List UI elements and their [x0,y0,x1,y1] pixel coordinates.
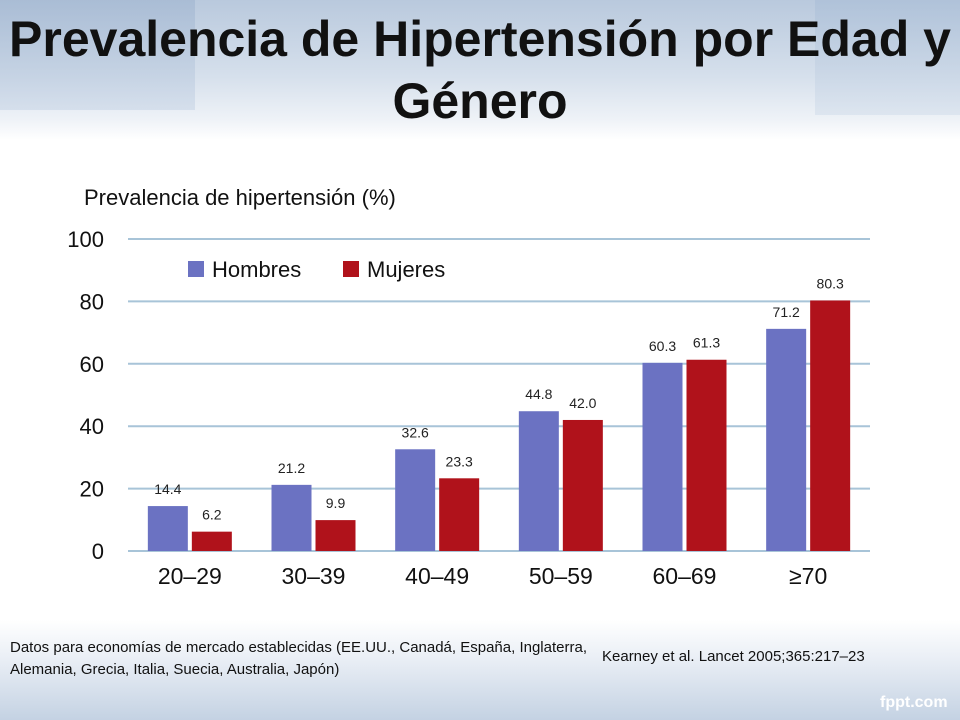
bar-mujeres-5 [810,300,851,551]
data-label-mujeres-1: 9.9 [326,495,346,511]
legend-swatch-mujeres [343,261,359,277]
data-label-hombres-5: 71.2 [773,304,800,320]
y-tick-label: 100 [67,227,104,252]
header-panel-left [0,0,195,110]
header-panel-right [815,0,960,115]
data-label-mujeres-4: 61.3 [693,335,720,351]
legend-label-mujeres: Mujeres [367,257,445,282]
data-label-hombres-2: 32.6 [402,424,429,440]
bar-mujeres-4 [686,359,727,551]
data-label-mujeres-2: 23.3 [446,453,473,469]
data-labels: 14.4 6.2 21.2 9.9 32.6 23.3 44.8 42.0 60.3 61.3 71… [154,275,844,522]
bar-hombres-2 [395,449,436,551]
x-tick-label-0: 20‒29 [158,563,222,589]
x-tick-labels: 20‒29 30‒39 40‒49 50‒59 60‒69 ≥70 [158,563,827,589]
bar-chart: Prevalencia de hipertensión (%) 0 20 40 60 8… [67,185,870,589]
x-tick-label-4: 60‒69 [653,563,717,589]
bar-mujeres-2 [439,478,480,551]
bars [147,300,851,551]
watermark: fppt.com [880,694,948,711]
grid-lines [128,238,870,552]
data-label-mujeres-3: 42.0 [569,395,596,411]
bar-hombres-0 [147,506,188,551]
y-tick-label: 20 [80,477,104,502]
y-tick-label: 40 [80,414,104,439]
bar-hombres-1 [271,484,312,551]
y-tick-labels: 0 20 40 60 80 100 [67,227,104,564]
footnote-citation: Kearney et al. Lancet 2005;365:217‒23 [602,648,865,665]
x-tick-label-1: 30‒39 [282,563,346,589]
data-label-hombres-4: 60.3 [649,338,676,354]
legend-label-hombres: Hombres [212,257,301,282]
bar-hombres-4 [642,362,683,551]
bar-mujeres-0 [191,531,232,551]
slide-title: Prevalencia de Hipertensión por Edad y G… [9,11,951,129]
y-tick-label: 80 [80,289,104,314]
data-label-mujeres-5: 80.3 [817,275,844,291]
y-tick-label: 0 [92,539,104,564]
bar-hombres-3 [518,411,559,551]
footnote-data-sources: Datos para economías de mercado establec… [10,639,587,678]
bar-mujeres-3 [562,419,603,551]
y-axis-title: Prevalencia de hipertensión (%) [84,185,396,210]
bar-mujeres-1 [315,520,356,551]
data-label-hombres-0: 14.4 [154,481,181,497]
legend-swatch-hombres [188,261,204,277]
legend-background [155,254,473,284]
legend: Hombres Mujeres [155,254,473,284]
data-label-mujeres-0: 6.2 [202,507,222,523]
x-tick-label-2: 40‒49 [405,563,469,589]
data-label-hombres-3: 44.8 [525,386,552,402]
bar-hombres-5 [766,328,807,551]
x-tick-label-5: ≥70 [789,563,827,589]
x-tick-label-3: 50‒59 [529,563,593,589]
y-tick-label: 60 [80,352,104,377]
footer-background [0,620,960,720]
data-label-hombres-1: 21.2 [278,460,305,476]
